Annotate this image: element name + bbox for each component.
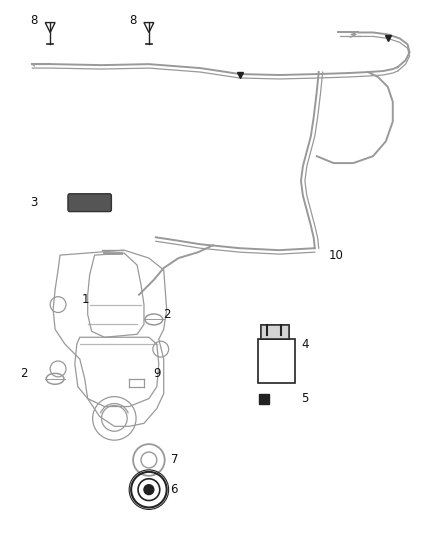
Text: 2: 2 — [21, 367, 28, 381]
Text: 10: 10 — [328, 248, 343, 262]
Text: 3: 3 — [30, 196, 38, 209]
FancyBboxPatch shape — [261, 325, 289, 339]
Text: 4: 4 — [301, 338, 308, 351]
Text: 2: 2 — [163, 308, 170, 321]
FancyBboxPatch shape — [68, 194, 111, 212]
Text: 6: 6 — [171, 483, 178, 496]
Circle shape — [144, 484, 154, 495]
Text: 8: 8 — [30, 14, 38, 27]
Text: 9: 9 — [153, 367, 160, 381]
Text: 5: 5 — [301, 392, 308, 405]
Text: 7: 7 — [171, 454, 178, 466]
FancyBboxPatch shape — [259, 394, 269, 403]
Text: 1: 1 — [82, 293, 89, 306]
Text: 8: 8 — [129, 14, 137, 27]
